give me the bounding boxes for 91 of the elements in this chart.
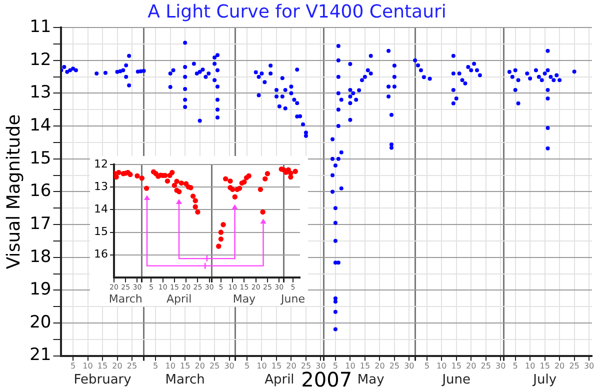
x-tick-label: 20 [286,362,296,371]
x-tick-label: 25 [209,362,220,371]
point [144,186,150,191]
point [114,174,119,180]
x-tick-label: 15 [540,362,550,371]
point [228,178,233,184]
point [164,178,170,184]
x-tick-label: 30 [224,362,234,371]
point [172,182,178,188]
y-tick-label: 13 [30,82,52,103]
x-tick-label: 20 [112,362,122,371]
x2-tick-label: May [357,372,385,388]
x-tick-label: 20 [374,362,385,371]
point [232,194,238,200]
point [178,180,184,186]
x-tick-label: 10 [82,362,93,371]
x-tick-label: 25 [569,362,580,371]
y-tick-label: 19 [30,280,52,300]
point [223,176,228,182]
y-tick-label: 15 [30,148,52,168]
x-tick-label: 5 [244,362,250,371]
point [292,168,298,174]
x-tick-label: 25 [480,362,491,371]
y-tick-label: 14 [30,115,52,136]
point [139,176,144,181]
x-tick-label: 15 [271,362,282,371]
x-tick-label: 20 [554,362,565,371]
x-tick-label: 5 [70,362,76,371]
x-tick-label: 5 [424,362,430,371]
point [188,185,194,190]
point [192,204,198,210]
point [116,170,122,176]
point [258,186,264,192]
y-tick-label: 18 [30,246,52,267]
y-tick-label: 20 [30,312,52,332]
x2-tick-label: July [532,372,557,388]
point [242,179,247,185]
x2-tick-label: May [232,292,256,306]
point [230,186,236,192]
x-tick-label: 15 [180,362,190,371]
x-tick-label: 30 [584,362,594,371]
x-tick-label: 5 [512,362,518,371]
x2-tick-label: June [280,292,306,306]
x-tick-label: 10 [436,362,447,371]
point [218,230,224,235]
y-tick-label: 13 [94,180,108,194]
point [134,173,140,178]
point [260,209,266,215]
point [170,170,175,176]
y-tick-label: 11 [30,17,52,38]
x-tick-label: 25 [126,362,138,371]
point [264,171,270,176]
point [128,172,133,178]
point [262,176,268,182]
x-tick-label: 15 [360,362,370,371]
x-tick-label: 5 [153,362,158,371]
y-tick-label: 12 [30,50,52,70]
x-tick-label: 25 [389,362,400,371]
y-axis-title: Visual Magnitude [3,114,24,270]
point [195,209,200,215]
point [220,222,226,228]
y-tick-label: 16 [30,181,52,202]
chart-title: A Light Curve for V1400 Centauri [148,1,446,22]
y-tick-label: 12 [94,157,108,170]
x2-tick-label: February [74,372,132,388]
y-tick-label: 14 [94,202,108,216]
x-tick-label: 30 [495,362,506,371]
point [192,198,198,204]
x2-tick-label: March [165,372,205,388]
x-tick-label: 15 [451,362,462,371]
y-tick-label: 16 [94,248,108,261]
x2-tick-label: April [166,292,192,306]
point [174,178,180,184]
y-tick-label: 17 [30,214,52,234]
x2-tick-label: April [264,372,294,388]
x-tick-label: 20 [466,362,476,371]
y-tick-label: 21 [30,345,52,366]
point [190,194,196,199]
y-tick-label: 15 [94,225,108,238]
point [218,236,224,242]
x2-tick-label: March [108,292,142,306]
x2-tick-label: June [441,372,471,388]
x-tick-label: 10 [524,362,536,371]
point [236,186,242,191]
point [176,189,182,194]
x-tick-label: 10 [256,362,267,371]
x-tick-label: 20 [194,362,205,371]
x-tick-label: 30 [404,362,414,371]
x-tick-label: 10 [165,362,176,371]
point [246,173,252,178]
point [216,244,222,249]
